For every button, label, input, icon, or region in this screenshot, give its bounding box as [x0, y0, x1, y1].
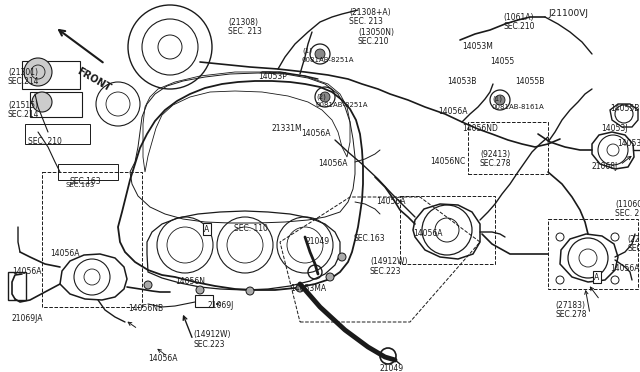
Bar	[42, 172, 142, 307]
Text: (22630): (22630)	[627, 235, 640, 244]
Circle shape	[24, 58, 52, 86]
Text: 21049: 21049	[305, 237, 329, 246]
Text: SEC.163: SEC.163	[65, 182, 94, 188]
Bar	[25, 124, 90, 144]
Text: SEC.163: SEC.163	[70, 177, 102, 186]
Bar	[22, 61, 80, 89]
Text: SEC.214: SEC.214	[8, 77, 40, 86]
Circle shape	[326, 273, 334, 281]
Text: (1061A): (1061A)	[503, 13, 534, 22]
Text: 14053MA: 14053MA	[290, 284, 326, 293]
Text: A: A	[204, 224, 210, 234]
Text: SEC.278: SEC.278	[555, 310, 586, 319]
Bar	[58, 164, 118, 180]
Text: SEC. 110: SEC. 110	[234, 224, 268, 233]
Text: 14056A: 14056A	[12, 267, 42, 276]
Text: A: A	[595, 273, 600, 282]
Text: SEC.210: SEC.210	[503, 22, 534, 31]
Text: 0081AB-8251A: 0081AB-8251A	[302, 57, 355, 63]
Circle shape	[338, 253, 346, 261]
Circle shape	[296, 284, 304, 292]
Text: 0081AB-8251A: 0081AB-8251A	[316, 102, 369, 108]
Text: 21331M: 21331M	[272, 124, 303, 133]
Text: (2): (2)	[316, 93, 326, 99]
Text: 0081AB-8161A: 0081AB-8161A	[492, 104, 545, 110]
Text: 14055B: 14055B	[515, 77, 545, 86]
Text: (1): (1)	[302, 48, 312, 55]
Text: 14056A: 14056A	[438, 107, 467, 116]
Circle shape	[196, 286, 204, 294]
Text: 21068J: 21068J	[592, 162, 618, 171]
Text: 21069JA: 21069JA	[12, 314, 44, 323]
Text: SEC.223: SEC.223	[193, 340, 225, 349]
Text: 14056A: 14056A	[301, 129, 330, 138]
Text: (14912W): (14912W)	[370, 257, 408, 266]
Text: (21515): (21515)	[8, 101, 38, 110]
Text: 14055: 14055	[490, 57, 515, 66]
Text: SEC.278: SEC.278	[480, 159, 511, 168]
Text: 21049: 21049	[380, 364, 404, 372]
Text: 14056A: 14056A	[148, 354, 177, 363]
Text: (1): (1)	[492, 95, 502, 102]
Text: 21069J: 21069J	[208, 301, 234, 310]
Bar	[30, 92, 82, 117]
Text: 14056NB: 14056NB	[128, 304, 163, 313]
Circle shape	[246, 287, 254, 295]
Text: (27183): (27183)	[555, 301, 585, 310]
Circle shape	[320, 92, 330, 102]
Text: SEC. 213: SEC. 213	[349, 17, 383, 26]
Bar	[8, 272, 26, 300]
Text: (21308): (21308)	[228, 18, 258, 27]
Circle shape	[32, 92, 52, 112]
Bar	[548, 219, 638, 289]
Text: 14056A: 14056A	[610, 264, 639, 273]
Text: 14053B: 14053B	[447, 77, 476, 86]
Text: 14056N: 14056N	[175, 277, 205, 286]
Text: SEC. 210: SEC. 210	[28, 137, 62, 146]
Text: 14053J: 14053J	[601, 124, 627, 133]
Text: 14056A: 14056A	[413, 229, 442, 238]
Text: 14056NC: 14056NC	[430, 157, 465, 166]
Text: FRONT: FRONT	[75, 66, 112, 93]
Text: SEC. 210: SEC. 210	[615, 209, 640, 218]
Text: 14056A: 14056A	[318, 159, 348, 168]
Text: (11060): (11060)	[615, 200, 640, 209]
Text: 14053: 14053	[617, 139, 640, 148]
Text: (14912W): (14912W)	[193, 330, 230, 339]
Text: SEC.210: SEC.210	[358, 37, 390, 46]
Text: (21308+A): (21308+A)	[349, 8, 390, 17]
Text: 14053P: 14053P	[258, 72, 287, 81]
Text: 14055B: 14055B	[610, 104, 639, 113]
Text: SEC.210: SEC.210	[627, 244, 640, 253]
Circle shape	[315, 49, 325, 59]
Text: (21301): (21301)	[8, 68, 38, 77]
Circle shape	[144, 281, 152, 289]
Text: SEC.163: SEC.163	[353, 234, 385, 243]
Text: 14056A: 14056A	[376, 197, 406, 206]
Text: SEC.214: SEC.214	[8, 110, 40, 119]
Text: (13050N): (13050N)	[358, 28, 394, 37]
Text: (92413): (92413)	[480, 150, 510, 159]
Text: 14056ND: 14056ND	[462, 124, 498, 133]
Bar	[195, 295, 213, 307]
Text: 14056A: 14056A	[50, 249, 79, 258]
Text: SEC.223: SEC.223	[370, 267, 401, 276]
Text: J21100VJ: J21100VJ	[548, 9, 588, 18]
Text: SEC. 213: SEC. 213	[228, 27, 262, 36]
Text: 14053M: 14053M	[462, 42, 493, 51]
Bar	[400, 196, 495, 264]
Circle shape	[495, 95, 505, 105]
